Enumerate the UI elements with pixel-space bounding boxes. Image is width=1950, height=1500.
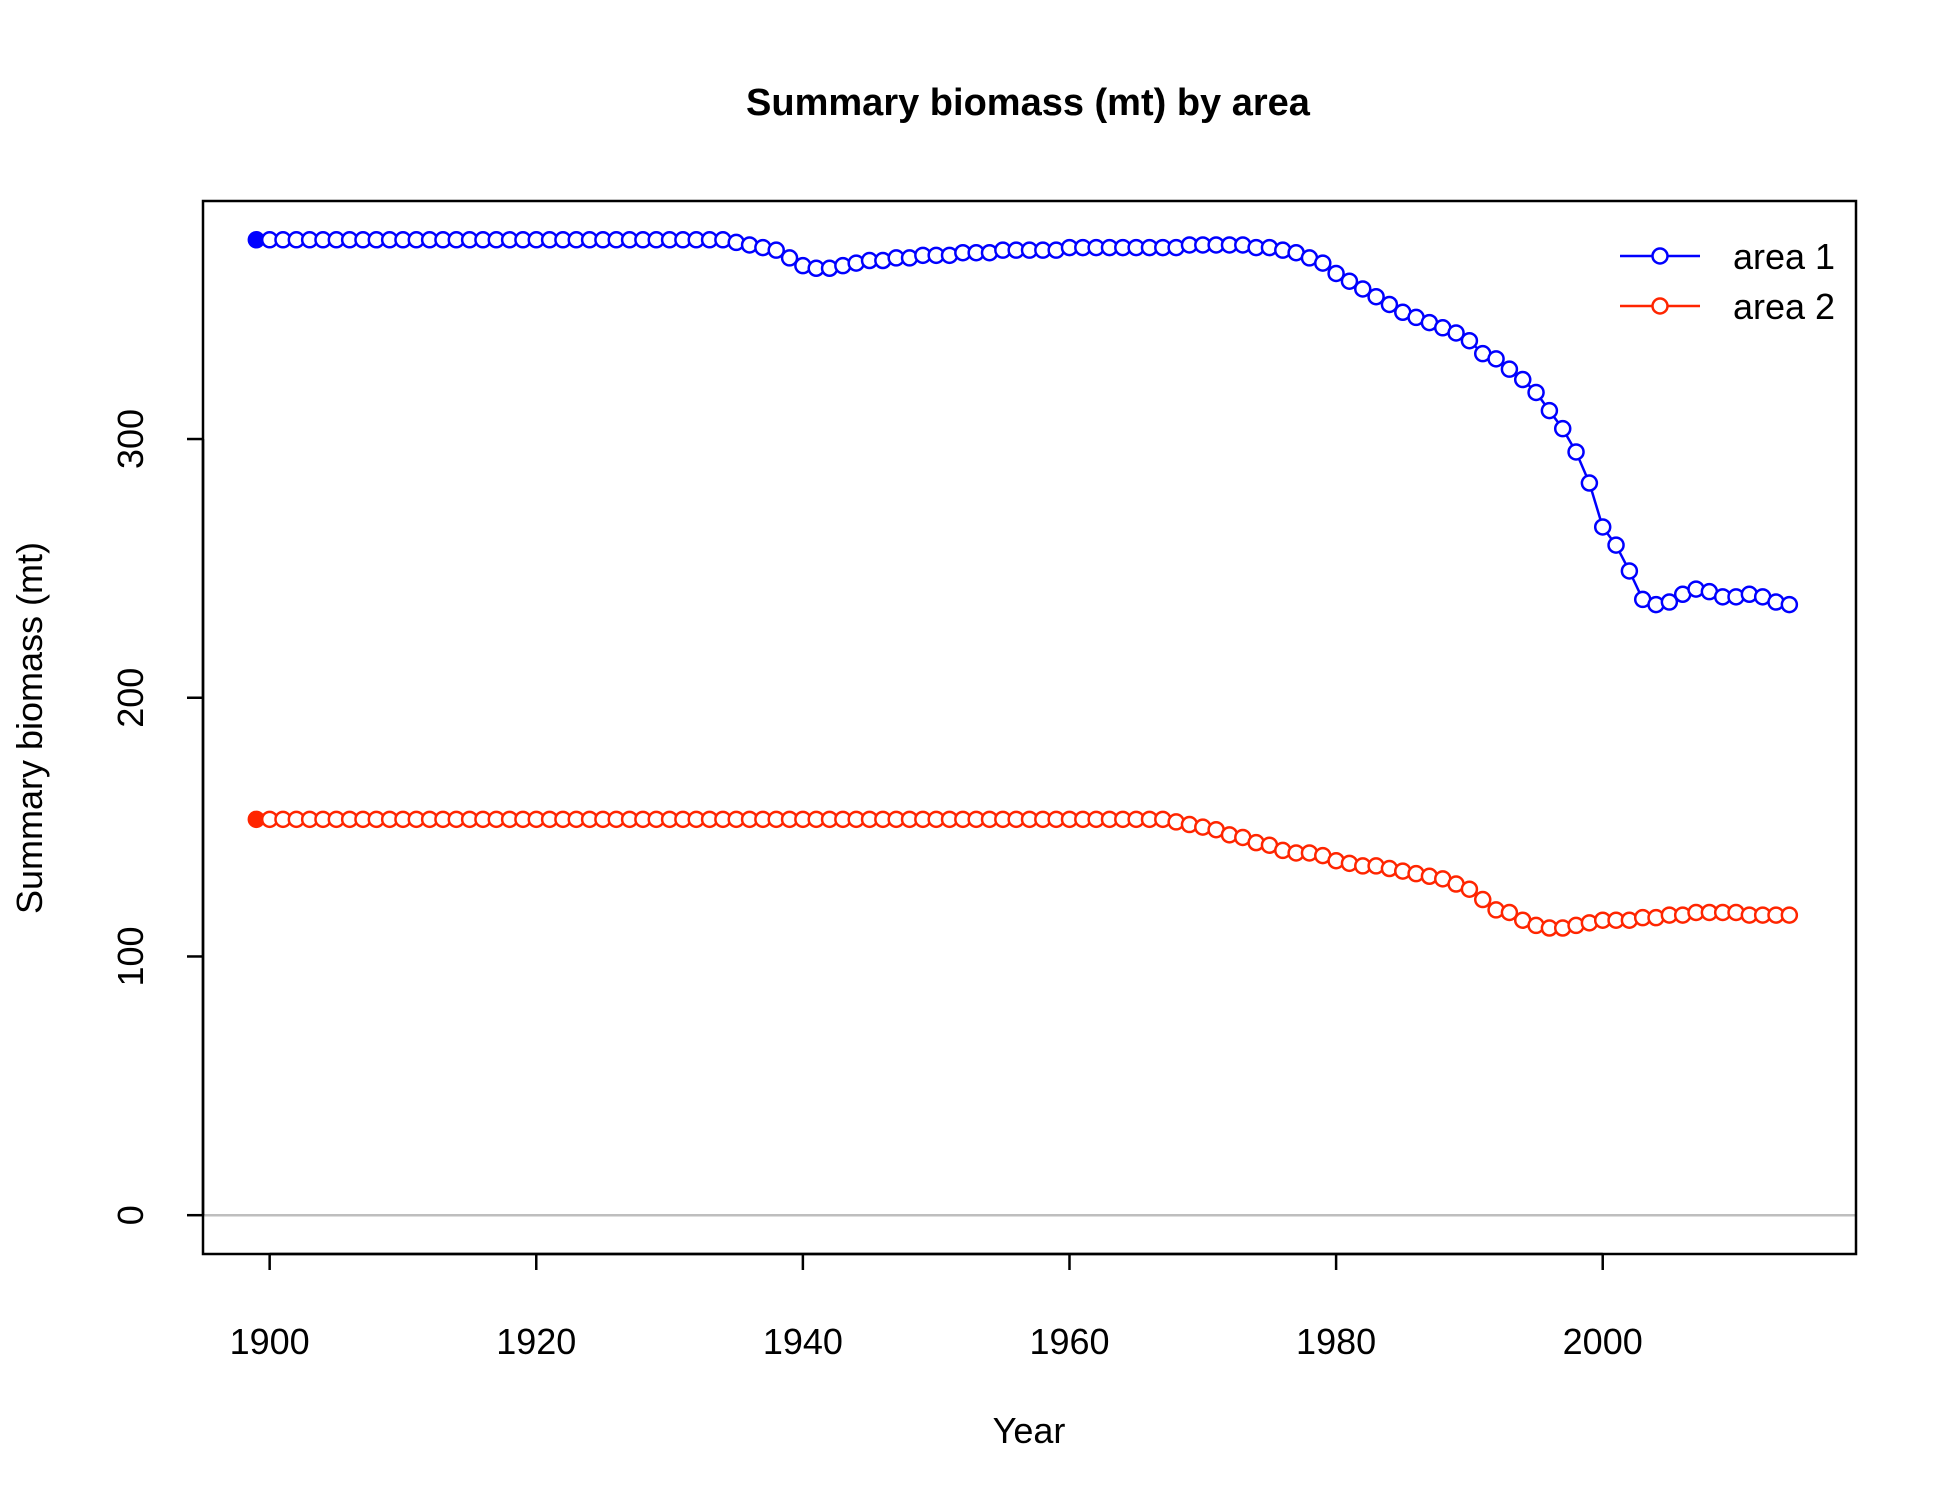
data-point-area-2 (1780, 906, 1799, 924)
legend-label-area-1: area 1 (1733, 236, 1835, 277)
legend-label-area-2: area 2 (1733, 286, 1835, 327)
data-point-area-1 (1367, 287, 1385, 306)
data-point-area-1 (1527, 383, 1545, 402)
x-axis-label: Year (993, 1410, 1066, 1451)
x-tick-label: 1960 (1029, 1321, 1109, 1362)
y-axis: 0 100 200 300 (110, 409, 205, 1225)
x-tick-label: 1900 (230, 1321, 310, 1362)
y-tick-label: 0 (110, 1205, 151, 1225)
series-line-area-2 (256, 818, 1790, 930)
data-point-area-2 (1473, 890, 1492, 909)
data-point-area-1 (1660, 593, 1679, 611)
data-point-area-1 (1553, 419, 1572, 438)
data-point-area-1 (1460, 331, 1479, 350)
data-point-area-1 (1354, 280, 1372, 298)
data-point-area-1 (1620, 562, 1639, 580)
y-tick-label: 100 (110, 926, 151, 986)
data-point-area-1 (1487, 350, 1505, 368)
y-axis-label: Summary biomass (mt) (9, 542, 50, 914)
data-point-area-2 (1460, 880, 1479, 898)
data-point-area-1 (1593, 518, 1612, 536)
data-point-area-1 (1380, 295, 1399, 314)
legend-marker-area-1 (1651, 247, 1669, 265)
plot-area (203, 231, 1856, 1217)
data-point-area-2 (1500, 903, 1519, 922)
x-tick-label: 1980 (1296, 1321, 1376, 1362)
legend: area 1 area 2 (1620, 236, 1835, 327)
x-axis: 1900 1920 1940 1960 1980 2000 (230, 1252, 1643, 1362)
data-point-area-1 (1314, 254, 1332, 272)
data-point-area-1 (1567, 443, 1585, 461)
data-point-area-1 (1500, 360, 1519, 378)
data-point-area-1 (1780, 595, 1799, 614)
data-point-area-1 (1447, 324, 1465, 342)
data-point-area-1 (780, 249, 799, 267)
data-point-area-1 (1540, 401, 1559, 420)
data-point-area-1 (1580, 474, 1599, 492)
legend-marker-area-2 (1651, 297, 1669, 315)
data-point-area-1 (1513, 370, 1532, 389)
chart-title: Summary biomass (mt) by area (746, 82, 1311, 124)
y-tick-label: 200 (110, 668, 151, 728)
data-point-area-1 (767, 241, 785, 259)
x-tick-label: 2000 (1563, 1321, 1643, 1362)
x-tick-label: 1940 (763, 1321, 843, 1362)
data-point-area-1 (1327, 264, 1345, 283)
data-point-area-1 (1340, 272, 1359, 290)
x-tick-label: 1920 (496, 1321, 576, 1362)
y-tick-label: 300 (110, 409, 151, 469)
data-point-area-1 (1607, 536, 1625, 554)
plot-frame (201, 199, 1858, 1256)
